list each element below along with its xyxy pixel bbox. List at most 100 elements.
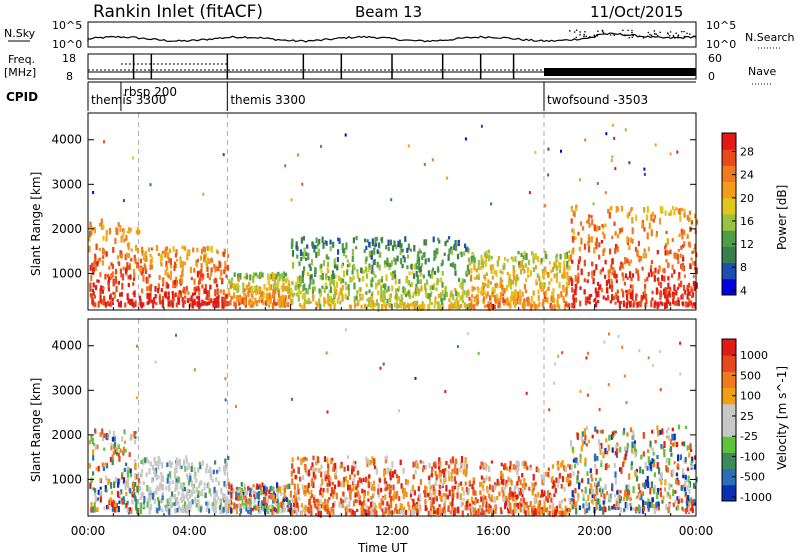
echo-cell (197, 490, 200, 498)
echo-cell (221, 302, 224, 309)
echo-cell (441, 468, 445, 474)
echo-cell (439, 304, 443, 311)
echo-cell (509, 460, 512, 467)
echo-cell (333, 299, 336, 304)
echo-cell (510, 291, 513, 298)
echo-cell (482, 488, 485, 492)
colorbar-swatch (722, 355, 736, 372)
echo-cell (126, 508, 129, 513)
echo-cell (309, 274, 312, 280)
echo-cell (462, 497, 465, 501)
echo-cell (521, 461, 524, 466)
echo-cell (205, 501, 208, 506)
echo-cell (193, 490, 196, 494)
echo-cell (108, 430, 111, 435)
echo-cell (298, 496, 301, 501)
echo-cell (114, 477, 117, 483)
echo-cell (587, 271, 590, 277)
echo-cell (356, 269, 359, 273)
echo-cell (633, 300, 636, 306)
echo-cell (191, 292, 194, 297)
echo-cell (430, 492, 433, 500)
echo-cell (591, 494, 594, 499)
echo-cell (418, 261, 421, 267)
echo-cell (312, 242, 315, 249)
echo-cell (611, 505, 614, 510)
echo-cell (181, 499, 184, 504)
echo-cell (383, 507, 386, 512)
echo-cell (486, 486, 489, 491)
echo-cell (648, 501, 652, 508)
echo-cell (571, 249, 574, 255)
echo-cell (335, 288, 338, 296)
echo-cell (395, 492, 398, 499)
echo-cell (579, 300, 582, 307)
echo-cell (130, 507, 133, 514)
echo-cell (303, 456, 306, 461)
echo-cell (628, 495, 631, 500)
echo-cell (105, 236, 108, 242)
echo-cell (89, 282, 92, 286)
echo-cell (417, 256, 421, 263)
nsearch-tick-top: 10^5 (706, 19, 736, 32)
cpid-label: CPID (6, 90, 38, 104)
echo-cell (303, 266, 306, 272)
echo-cell (416, 279, 419, 285)
echo-cell (487, 507, 491, 514)
echo-cell (593, 247, 596, 254)
echo-cell (488, 503, 491, 510)
echo-cell (372, 480, 376, 486)
echo-cell (467, 332, 470, 336)
echo-cell (382, 362, 385, 366)
echo-cell (447, 505, 450, 512)
echo-cell (553, 381, 556, 385)
echo-cell (593, 299, 596, 303)
nsky-tick-top: 10^5 (52, 19, 82, 32)
echo-cell (539, 281, 542, 288)
echo-cell (233, 292, 236, 299)
echo-cell (287, 499, 290, 505)
echo-cell (468, 480, 472, 485)
echo-cell (661, 499, 664, 504)
echo-cell (102, 434, 105, 442)
echo-cell (611, 285, 614, 292)
echo-cell (306, 271, 309, 277)
echo-cell (385, 289, 388, 293)
echo-cell (532, 253, 535, 260)
echo-cell (135, 244, 138, 251)
echo-cell (558, 472, 561, 479)
echo-cell (193, 286, 196, 292)
echo-cell (223, 498, 226, 503)
echo-cell (498, 297, 501, 302)
echo-cell (284, 485, 287, 490)
echo-cell (387, 285, 390, 292)
echo-cell (276, 491, 279, 498)
echo-cell (678, 495, 681, 499)
echo-cell (380, 285, 383, 292)
echo-cell (652, 504, 655, 509)
echo-cell (291, 299, 294, 305)
echo-cell (490, 486, 493, 492)
echo-cell (537, 256, 540, 263)
echo-cell (215, 490, 218, 496)
echo-cell (291, 293, 294, 298)
echo-cell (427, 293, 430, 299)
echo-cell (352, 263, 355, 271)
echo-cell (235, 284, 238, 289)
echo-cell (237, 277, 241, 281)
echo-cell (480, 286, 483, 293)
echo-cell (301, 277, 304, 284)
echo-cell (231, 277, 234, 281)
echo-cell (388, 483, 391, 490)
echo-cell (186, 298, 189, 303)
echo-cell (346, 264, 350, 268)
echo-cell (483, 499, 486, 505)
echo-cell (593, 269, 596, 273)
echo-cell (157, 287, 160, 294)
echo-cell (683, 460, 686, 464)
echo-cell (398, 286, 401, 290)
echo-cell (521, 291, 524, 297)
echo-cell (188, 249, 191, 256)
echo-cell (596, 225, 599, 232)
echo-cell (536, 273, 539, 279)
